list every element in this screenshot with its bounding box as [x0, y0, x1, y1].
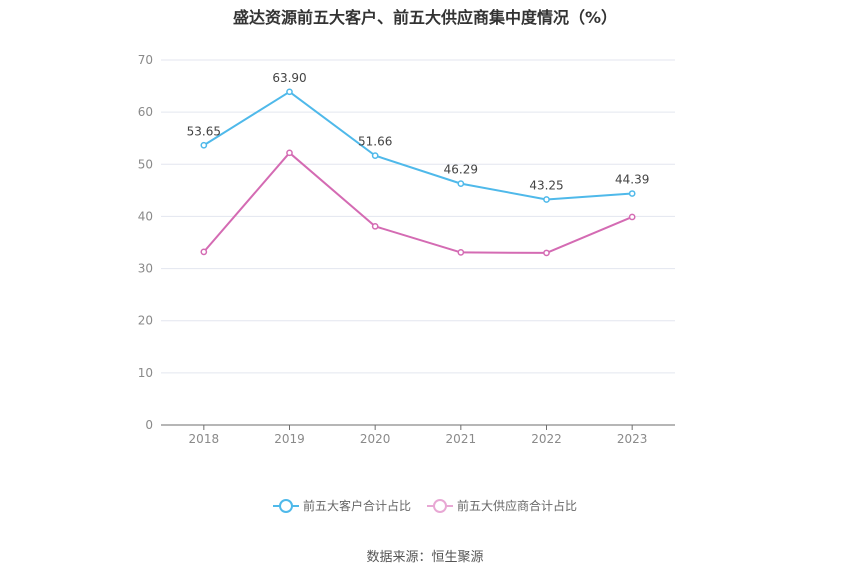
series-group — [200, 88, 636, 257]
legend-marker-customers — [272, 498, 299, 514]
x-tick-label: 2020 — [360, 432, 391, 446]
data-source: 数据来源：恒生聚源 — [366, 550, 484, 565]
y-tick-label: 70 — [138, 53, 153, 67]
x-tick-label: 2023 — [617, 432, 648, 446]
x-tick-label: 2018 — [189, 432, 220, 446]
y-tick-label: 10 — [138, 366, 153, 380]
data-point-suppliers[interactable] — [286, 149, 293, 157]
series-line-customers — [203, 90, 633, 201]
y-tick-label: 0 — [145, 418, 153, 432]
y-tick-label: 60 — [138, 105, 153, 119]
data-point-suppliers[interactable] — [371, 222, 379, 230]
x-tick-label: 2021 — [446, 432, 477, 446]
legend-item-customers[interactable]: 前五大客户合计占比 — [272, 497, 411, 514]
x-tick-label: 2022 — [531, 432, 562, 446]
y-axis: 0 10 20 30 40 50 60 70 — [138, 53, 153, 432]
chart-title: 盛达资源前五大客户、前五大供应商集中度情况（%） — [232, 8, 618, 27]
data-point-customers[interactable] — [286, 88, 293, 96]
y-tick-label: 50 — [138, 157, 153, 171]
data-label: 44.39 — [615, 173, 649, 187]
data-label: 46.29 — [444, 163, 478, 177]
data-point-suppliers[interactable] — [628, 213, 636, 221]
data-labels: 53.65 63.90 51.66 46.29 43.25 44.39 — [187, 71, 650, 193]
data-point-customers[interactable] — [457, 180, 465, 187]
data-point-customers[interactable] — [628, 190, 636, 197]
grid-lines — [161, 59, 675, 374]
y-tick-label: 40 — [138, 209, 153, 223]
data-point-suppliers[interactable] — [200, 248, 208, 256]
legend-label-suppliers: 前五大供应商合计占比 — [457, 499, 578, 513]
data-point-customers[interactable] — [371, 152, 379, 159]
legend-label-customers: 前五大客户合计占比 — [302, 499, 411, 513]
x-axis: 2018 2019 2020 2021 2022 2023 — [161, 424, 675, 446]
y-tick-label: 30 — [138, 262, 153, 276]
data-point-customers[interactable] — [200, 141, 208, 149]
data-label: 51.66 — [358, 135, 392, 149]
legend-marker-suppliers — [427, 498, 453, 514]
legend: 前五大客户合计占比 前五大供应商合计占比 — [0, 497, 850, 514]
y-tick-label: 20 — [138, 314, 153, 328]
x-tick-label: 2019 — [274, 432, 305, 446]
data-point-customers[interactable] — [543, 196, 550, 203]
legend-item-suppliers[interactable]: 前五大供应商合计占比 — [427, 497, 577, 514]
data-point-suppliers[interactable] — [457, 249, 465, 256]
data-label: 63.90 — [272, 71, 306, 85]
data-label: 43.25 — [529, 178, 563, 192]
series-line-suppliers — [203, 151, 633, 254]
data-label: 53.65 — [187, 124, 221, 138]
data-point-suppliers[interactable] — [543, 249, 550, 257]
